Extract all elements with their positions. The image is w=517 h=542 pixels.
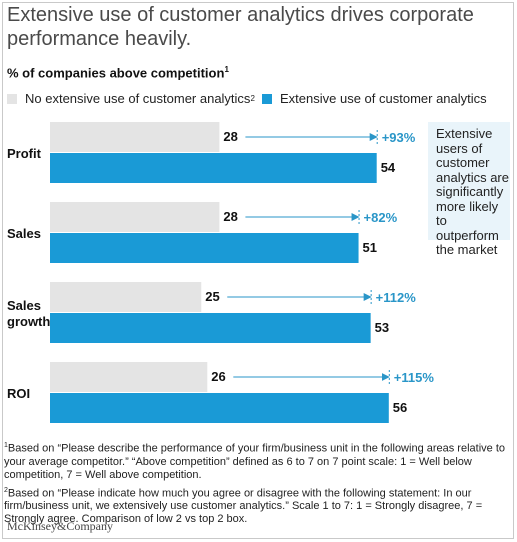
category-label-2-1: growth [7,314,50,329]
uplift-label-2: +112% [376,290,417,305]
value-label-extensive-1: 51 [363,240,377,255]
category-label-2-0: Sales [7,298,41,313]
chart-title: Extensive use of customer analytics driv… [7,4,474,50]
category-label-1-0: Sales [7,226,41,241]
footnote-2-mark: 2 [4,486,8,494]
bar-extensive-0 [50,153,377,183]
bar-extensive-1 [50,233,359,263]
legend-swatch-no-extensive [7,93,17,104]
legend-swatch-extensive [262,93,272,104]
value-label-extensive-0: 54 [381,160,396,175]
category-label-3-0: ROI [7,386,30,401]
legend-item-no-extensive: No extensive use of customer analytics 2 [7,91,255,106]
bar-chart: Profit2854+93%Sales2851+82%Salesgrowth25… [7,122,435,423]
legend-label-no-extensive: No extensive use of customer analytics [25,91,251,106]
legend-footnote-mark: 2 [250,94,255,103]
uplift-label-3: +115% [394,370,435,385]
bar-extensive-2 [50,313,371,343]
footnote-2: 2Based on “Please indicate how much you … [4,484,510,527]
footnote-1: 1Based on “Please describe the performan… [4,439,510,482]
bar-no-extensive-2 [50,282,202,312]
chart-subtitle: % of companies above competition1 [7,65,229,80]
bar-no-extensive-0 [50,122,220,152]
brand-logo-text: McKinsey&Company [7,519,113,533]
value-label-no-extensive-2: 25 [205,289,219,304]
value-label-no-extensive-3: 26 [211,369,225,384]
value-label-no-extensive-0: 28 [223,129,237,144]
bar-extensive-3 [50,393,389,423]
bar-no-extensive-1 [50,202,220,232]
footnotes: 1Based on “Please describe the performan… [4,439,510,528]
value-label-no-extensive-1: 28 [223,209,237,224]
footnote-1-mark: 1 [4,442,8,449]
value-label-extensive-3: 56 [393,400,407,415]
legend-label-extensive: Extensive use of customer analytics [280,91,487,106]
category-label-0-0: Profit [7,146,42,161]
uplift-label-1: +82% [364,210,398,225]
bar-no-extensive-3 [50,362,208,392]
value-label-extensive-2: 53 [375,320,389,335]
uplift-label-0: +93% [382,130,416,145]
subtitle-text: % of companies above competition [7,65,225,81]
subtitle-footnote-mark: 1 [224,65,229,74]
legend-item-extensive: Extensive use of customer analytics [262,91,487,106]
callout-box: Extensive users of customer analytics ar… [428,122,510,257]
footnote-1-text: Based on “Please describe the performanc… [4,442,506,481]
footnote-2-text: Based on “Please indicate how much you a… [4,487,483,526]
